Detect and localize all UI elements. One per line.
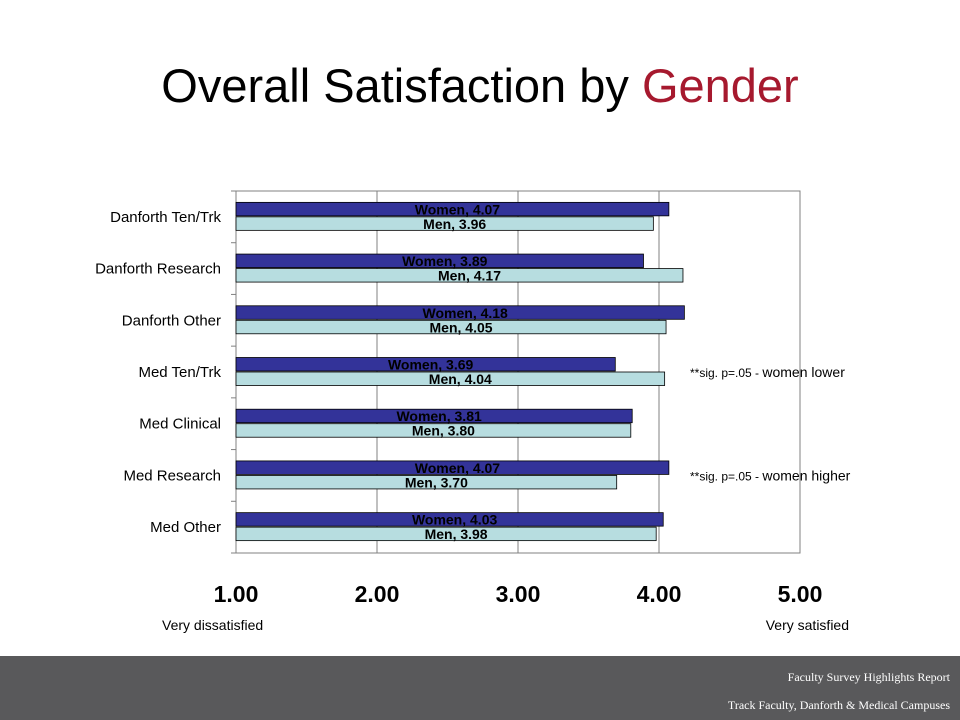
bar-men [235, 526, 657, 542]
x-tick-label: 4.00 [637, 581, 682, 607]
data-label-men: Men, 3.96 [423, 216, 486, 232]
data-label-men: Men, 4.04 [429, 371, 492, 387]
bar-women [235, 305, 685, 320]
slide-title: Overall Satisfaction by Gender [0, 62, 960, 109]
data-label-men: Men, 4.17 [438, 268, 501, 284]
bar-women [235, 253, 644, 268]
chart-labels: 1.00 2.00 3.00 4.00 5.00 Danforth Ten/Trk Wome… [95, 201, 851, 633]
x-tick-label: 2.00 [355, 581, 400, 607]
bar-women [235, 201, 670, 217]
bar-men [235, 475, 618, 490]
x-tick-label: 1.00 [214, 581, 259, 607]
data-label-women: Women, 3.81 [396, 408, 482, 424]
data-label-men: Men, 4.05 [430, 319, 493, 335]
data-label-women: Women, 4.07 [415, 201, 501, 217]
data-label-men: Men, 3.98 [425, 526, 488, 542]
bar-men [235, 216, 654, 231]
footer-bar: Faculty Survey Highlights Report Track F… [0, 656, 960, 720]
data-label-women: Women, 4.07 [415, 460, 501, 476]
satisfaction-bar-chart: 1.00 2.00 3.00 4.00 5.00 Danforth Ten/Trk Wome… [95, 190, 851, 633]
bar-women [235, 357, 616, 372]
scale-min-label: Very dissatisfied [162, 617, 263, 633]
bar-men [235, 371, 666, 386]
category-label: Danforth Ten/Trk [110, 209, 221, 226]
bar-women [235, 408, 633, 424]
significance-annotation: **sig. p=.05 - women higher [690, 467, 851, 483]
data-label-men: Men, 3.80 [412, 423, 475, 439]
category-label: Danforth Research [95, 261, 221, 278]
footer-subtitle: Track Faculty, Danforth & Medical Campus… [727, 698, 950, 712]
data-label-women: Women, 3.89 [402, 253, 488, 269]
data-label-women: Women, 3.69 [388, 357, 474, 373]
bar-men [235, 423, 632, 438]
category-label: Med Other [150, 519, 221, 536]
chart-bars [235, 201, 685, 542]
significance-annotation: **sig. p=.05 - women lower [690, 364, 845, 380]
data-label-women: Women, 4.03 [412, 512, 498, 528]
data-label-men: Men, 3.70 [405, 474, 468, 490]
x-tick-label: 5.00 [778, 581, 823, 607]
bar-women [235, 460, 670, 475]
bar-men [235, 268, 684, 283]
category-label: Danforth Other [122, 312, 221, 329]
category-label: Med Clinical [139, 416, 221, 433]
category-label: Med Research [123, 467, 221, 484]
data-label-women: Women, 4.18 [423, 305, 509, 321]
footer-report-title: Faculty Survey Highlights Report [787, 670, 950, 684]
title-main: Overall Satisfaction by [161, 59, 629, 112]
title-accent: Gender [641, 59, 799, 112]
scale-max-label: Very satisfied [766, 617, 849, 633]
bar-men [235, 319, 667, 335]
category-label: Med Ten/Trk [138, 364, 221, 381]
bar-women [235, 512, 664, 527]
x-tick-label: 3.00 [496, 581, 541, 607]
